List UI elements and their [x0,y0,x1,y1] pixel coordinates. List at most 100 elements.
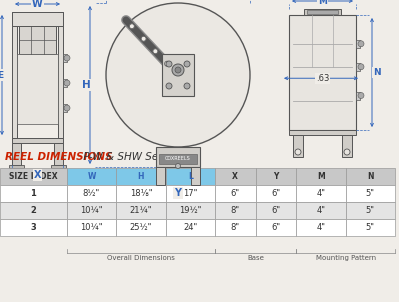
Bar [346,168,395,185]
Bar [346,202,395,219]
Bar [289,130,356,135]
Text: 8": 8" [231,206,240,215]
Text: 18⅛": 18⅛" [130,189,152,198]
Bar [67,185,116,202]
Bar [0,185,67,202]
Bar [156,147,200,167]
Bar [304,9,341,15]
Bar [67,202,116,219]
Bar [215,185,256,202]
Text: 8½": 8½" [83,189,100,198]
Text: .63: .63 [316,74,329,83]
Text: N: N [367,172,373,181]
Bar [116,202,166,219]
Bar [12,138,63,143]
Bar [346,185,395,202]
Text: Y: Y [273,172,279,181]
Bar [162,54,194,96]
Circle shape [184,83,190,89]
Bar [0,202,67,219]
Bar [116,185,166,202]
Bar [307,10,338,14]
Circle shape [106,3,250,147]
Bar [356,40,360,48]
Bar [256,168,296,185]
Bar [12,12,63,26]
Circle shape [165,61,170,66]
Text: M: M [317,172,325,181]
Text: 17": 17" [183,189,198,198]
Text: H: H [138,172,144,181]
Bar [356,63,360,71]
Circle shape [64,55,70,61]
Circle shape [166,83,172,89]
Bar [0,168,67,185]
Bar [296,185,346,202]
Text: 8": 8" [231,223,240,232]
Circle shape [175,67,181,73]
Text: 4": 4" [316,223,326,232]
Bar [159,154,197,164]
Circle shape [358,64,364,70]
Text: 6": 6" [231,189,240,198]
Bar [58,12,63,138]
Bar [63,54,67,62]
Text: 6": 6" [271,223,280,232]
Circle shape [172,64,184,76]
Circle shape [141,36,146,41]
Text: 21¼": 21¼" [130,206,152,215]
Bar [296,219,346,236]
Bar [342,135,352,157]
Text: 5": 5" [366,206,375,215]
Circle shape [64,80,70,86]
Circle shape [344,149,350,155]
Text: 2: 2 [30,206,36,215]
Text: 19½": 19½" [179,206,201,215]
Bar [0,219,67,236]
Bar [296,168,346,185]
Bar [166,168,215,185]
Bar [67,219,116,236]
Text: 5": 5" [366,223,375,232]
Bar [67,168,116,185]
Text: E: E [0,70,3,79]
Bar [256,185,296,202]
Bar [54,143,63,165]
Text: P-W & SHW Series: P-W & SHW Series [80,152,177,162]
Bar [356,92,360,99]
Bar [166,202,215,219]
Text: Overall Dimensions: Overall Dimensions [107,255,175,261]
Circle shape [166,61,172,67]
Bar [296,202,346,219]
Text: 24": 24" [183,223,198,232]
Bar [156,167,165,185]
Text: REEL DIMENSIONS: REEL DIMENSIONS [5,152,113,162]
Circle shape [153,49,158,54]
Bar [63,104,67,112]
Text: H: H [82,80,91,90]
Bar [293,135,303,157]
Text: 25½": 25½" [130,223,152,232]
Text: Y: Y [174,188,182,198]
Text: 10¼": 10¼" [80,206,103,215]
Text: 5": 5" [366,189,375,198]
Text: M: M [318,0,327,5]
Bar [215,168,256,185]
Circle shape [358,92,364,98]
Bar [346,219,395,236]
Text: 4": 4" [316,189,326,198]
Text: SIZE INDEX: SIZE INDEX [9,172,58,181]
Text: 4": 4" [316,206,326,215]
Circle shape [295,149,301,155]
Circle shape [358,41,364,47]
Bar [51,165,66,168]
Text: 3: 3 [31,223,36,232]
Bar [19,26,56,54]
Circle shape [129,24,134,29]
Bar [191,167,200,185]
Bar [12,12,17,138]
Circle shape [176,163,180,169]
Text: N: N [373,68,381,77]
Bar [116,168,166,185]
Text: X: X [232,172,238,181]
